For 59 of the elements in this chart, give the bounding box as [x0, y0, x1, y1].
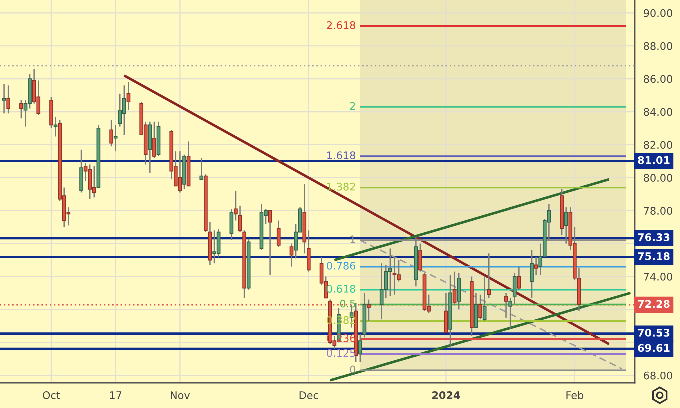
y-tick-label: 90.00 [644, 9, 672, 18]
candlestick [564, 206, 568, 244]
y-tick-label: 78.00 [644, 207, 672, 215]
candlestick [6, 85, 11, 114]
candlestick [268, 210, 272, 276]
candlestick [2, 83, 6, 114]
candlestick [20, 100, 24, 120]
ref-line-label: 69.61 [638, 344, 670, 352]
candlestick [216, 228, 221, 258]
series-label: 2.618 [327, 22, 356, 30]
candlestick [380, 262, 384, 320]
candlestick [517, 266, 522, 291]
candlestick [534, 256, 538, 276]
y-tick-label: 86.00 [644, 75, 672, 84]
candlestick [276, 220, 281, 248]
candlestick [290, 243, 294, 268]
candlestick [474, 292, 478, 328]
candlestick [457, 272, 462, 310]
x-tick-label: Oct [43, 392, 60, 400]
candlestick [126, 82, 131, 111]
ref-line-label: 75.18 [638, 252, 670, 260]
y-tick-label: 82.00 [644, 141, 672, 150]
candlestick [418, 243, 422, 272]
candlestick [200, 158, 204, 180]
x-tick-label: Dec [300, 392, 318, 400]
ref-line-label: 72.28 [638, 300, 670, 308]
candlestick [482, 276, 487, 322]
candlestick [88, 164, 92, 200]
y-tick-label: 74.00 [644, 272, 672, 281]
candlestick [118, 93, 122, 128]
ref-line-label: 81.01 [638, 156, 670, 164]
y-tick-label: 88.00 [644, 42, 672, 50]
y-tick-label: 68.00 [644, 372, 672, 380]
series-label: 0.786 [327, 262, 356, 270]
candlestick [178, 150, 182, 194]
candlestick [358, 334, 362, 364]
series-label: 0 [350, 366, 356, 374]
series-label: 2 [350, 102, 356, 110]
ref-line-label: 76.33 [638, 234, 670, 242]
y-tick-label: 80.00 [644, 174, 672, 182]
x-tick-label: Nov [171, 392, 190, 400]
candlestick [392, 256, 397, 296]
series-label: 0.5 [340, 300, 356, 308]
x-tick-label: 17 [110, 392, 122, 400]
candlestick [80, 149, 84, 194]
candlestick [92, 166, 96, 198]
candlestick [110, 120, 114, 148]
candlestick [54, 116, 58, 138]
series-label: 1.382 [328, 182, 356, 191]
ref-line-label: 70.53 [638, 329, 670, 337]
candlestick [114, 124, 118, 152]
candlestick [212, 230, 216, 264]
series-label: 1.618 [328, 152, 356, 160]
candlestick [530, 250, 534, 299]
candlestick [444, 292, 448, 334]
x-tick-label: 2024 [432, 392, 460, 400]
candlestick [230, 208, 234, 242]
y-tick-label: 84.00 [644, 108, 672, 116]
x-tick-label: Feb [566, 391, 584, 400]
